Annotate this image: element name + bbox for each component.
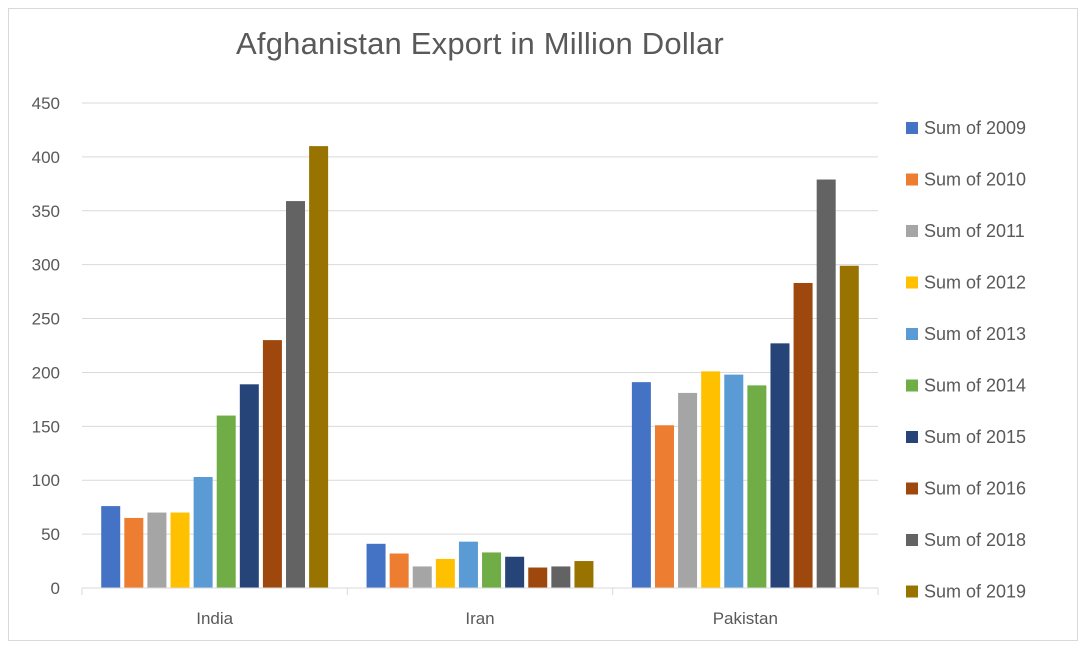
bar xyxy=(770,343,790,588)
legend-label: Sum of 2018 xyxy=(924,530,1026,550)
bar xyxy=(839,265,859,588)
x-tick-label: Iran xyxy=(465,609,494,628)
bar xyxy=(239,384,259,588)
bar xyxy=(505,556,525,588)
y-tick-label: 200 xyxy=(32,363,60,382)
legend-label: Sum of 2010 xyxy=(924,170,1026,190)
y-tick-label: 250 xyxy=(32,310,60,329)
y-tick-label: 300 xyxy=(32,256,60,275)
y-tick-label: 150 xyxy=(32,417,60,436)
bar xyxy=(654,425,674,588)
bars xyxy=(101,146,859,589)
legend-label: Sum of 2011 xyxy=(924,221,1025,241)
bar xyxy=(701,371,721,588)
legend-swatch xyxy=(906,379,918,392)
legend-swatch xyxy=(906,276,918,289)
gridlines xyxy=(82,102,878,535)
bar xyxy=(458,541,478,588)
bar xyxy=(147,512,167,588)
bar xyxy=(262,340,282,588)
legend-label: Sum of 2013 xyxy=(924,324,1026,344)
legend-label: Sum of 2009 xyxy=(924,118,1026,138)
legend-swatch xyxy=(906,431,918,443)
y-tick-label: 0 xyxy=(51,579,60,598)
chart-title: Afghanistan Export in Million Dollar xyxy=(236,26,724,61)
bar xyxy=(551,566,571,588)
x-tick-label: Pakistan xyxy=(713,609,778,628)
bar xyxy=(747,385,767,588)
legend-swatch xyxy=(906,225,918,237)
y-tick-label: 50 xyxy=(41,525,60,544)
legend-label: Sum of 2015 xyxy=(924,427,1026,447)
legend-swatch xyxy=(906,328,918,340)
bar xyxy=(574,561,594,588)
y-tick-label: 350 xyxy=(32,202,60,221)
legend: Sum of 2009 Sum of 2010 Sum of 2011 Sum of … xyxy=(906,118,1026,602)
bar xyxy=(193,476,213,588)
legend-label: Sum of 2019 xyxy=(924,582,1026,602)
legend-swatch xyxy=(906,122,918,134)
bar xyxy=(793,282,813,588)
bar xyxy=(724,374,744,588)
legend-swatch xyxy=(906,482,918,495)
bar xyxy=(631,382,651,588)
bar xyxy=(170,512,190,588)
legend-swatch xyxy=(906,173,918,186)
bar xyxy=(389,553,409,588)
bar xyxy=(309,146,329,588)
bar xyxy=(816,179,836,588)
y-tick-label: 400 xyxy=(32,148,60,167)
bar xyxy=(528,567,548,588)
bar xyxy=(435,558,455,588)
bar xyxy=(412,566,432,588)
y-tick-label: 100 xyxy=(32,471,60,490)
bar xyxy=(124,517,144,588)
y-tick-label: 450 xyxy=(32,94,60,113)
legend-label: Sum of 2014 xyxy=(924,376,1026,396)
bar xyxy=(216,415,236,588)
x-tick-label: India xyxy=(196,609,233,628)
bar xyxy=(482,552,502,588)
legend-swatch xyxy=(906,534,918,546)
legend-label: Sum of 2016 xyxy=(924,479,1026,499)
bar xyxy=(366,543,386,588)
bar xyxy=(678,392,698,588)
bar xyxy=(286,201,306,589)
legend-label: Sum of 2012 xyxy=(924,273,1026,293)
axes: 0 50 100 150 200 250 300 350 400 450 India Iran Paki… xyxy=(32,94,879,628)
legend-swatch xyxy=(906,585,918,598)
bar xyxy=(101,506,121,588)
